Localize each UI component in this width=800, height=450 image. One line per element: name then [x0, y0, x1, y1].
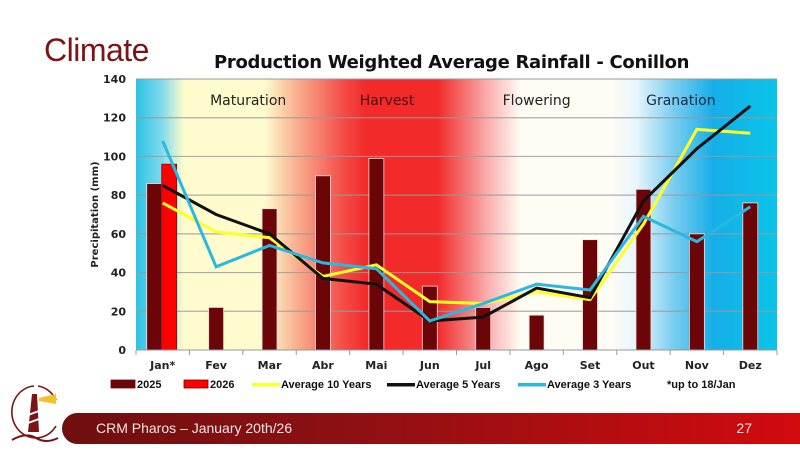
- legend-annotation: *up to 18/Jan: [667, 379, 736, 391]
- x-tick-label: Jan*: [149, 359, 175, 372]
- x-tick-label: Out: [632, 359, 654, 372]
- season-label-maturation: Maturation: [210, 93, 286, 109]
- line-average-3-years: [161, 140, 752, 323]
- legend-swatch-2026: [183, 379, 209, 389]
- x-tick-label: Abr: [312, 359, 334, 372]
- lines: [161, 104, 752, 323]
- bar-2025-Fev: [208, 307, 225, 351]
- y-tick-label: 0: [118, 344, 126, 357]
- lighthouse-logo-icon: [11, 385, 59, 442]
- axes: 0 20 40 60 80 100 120 140 Jan* Fev Mar Abr Mai Jun Jul…: [90, 73, 778, 372]
- y-tick-label: 140: [103, 73, 126, 86]
- legend-swatch-average-10-years: [252, 383, 280, 387]
- legend: 2025 2026 Average 10 Years Average 5 Years A…: [110, 379, 736, 391]
- season-label-granation: Granation: [646, 93, 715, 109]
- x-tick-label: Dez: [739, 359, 762, 372]
- x-tick-label: Mai: [365, 359, 387, 372]
- bar-2025-Jan: [146, 183, 163, 351]
- footer-bar: [62, 413, 800, 444]
- legend-label-2026: 2026: [210, 379, 234, 391]
- y-tick-label: 20: [111, 305, 127, 318]
- y-tick-label: 60: [111, 228, 127, 241]
- bar-2025-Dez: [742, 202, 759, 351]
- y-tick-label: 120: [103, 112, 126, 125]
- y-tick-label: 80: [111, 189, 127, 202]
- x-tick-label: Mar: [258, 359, 282, 372]
- rainfall-chart: Maturation Harvest Flowering Granation 0 20 4…: [90, 73, 778, 391]
- page-number: 27: [736, 420, 752, 436]
- line-average-5-years: [161, 104, 752, 323]
- legend-swatch-2025: [110, 379, 136, 389]
- line-average-10-years: [161, 127, 751, 306]
- bar-2025-Nov: [688, 233, 705, 351]
- legend-label-2025: 2025: [137, 379, 161, 391]
- bar-2025-Ago: [528, 314, 545, 351]
- x-tick-label: Set: [580, 359, 601, 372]
- plot-background: [136, 79, 777, 350]
- slide-title: Climate: [44, 32, 149, 68]
- x-tick-label: Fev: [205, 359, 228, 372]
- x-tick-label: Jun: [419, 359, 440, 372]
- chart-title: Production Weighted Average Rainfall - C…: [214, 52, 690, 73]
- season-labels: Maturation Harvest Flowering Granation: [210, 93, 715, 109]
- legend-label-average-3-years: Average 3 Years: [547, 379, 631, 391]
- y-tick-label: 40: [111, 267, 127, 280]
- legend-swatch-average-5-years: [387, 383, 415, 387]
- bar-2025-Mar: [261, 208, 278, 351]
- season-label-harvest: Harvest: [360, 93, 415, 109]
- x-tick-label: Ago: [525, 359, 549, 372]
- y-tick-label: 100: [103, 150, 126, 163]
- bar-2025-Mai: [368, 157, 385, 351]
- y-axis-label: Precipitation (mm): [90, 161, 101, 267]
- x-tick-label: Nov: [685, 359, 710, 372]
- legend-swatch-average-3-years: [518, 383, 546, 387]
- footer-text: CRM Pharos – January 20th/26: [96, 420, 293, 436]
- x-tick-label: Jul: [474, 359, 491, 372]
- legend-label-average-5-years: Average 5 Years: [416, 379, 500, 391]
- legend-label-average-10-years: Average 10 Years: [281, 379, 372, 391]
- season-label-flowering: Flowering: [503, 93, 571, 109]
